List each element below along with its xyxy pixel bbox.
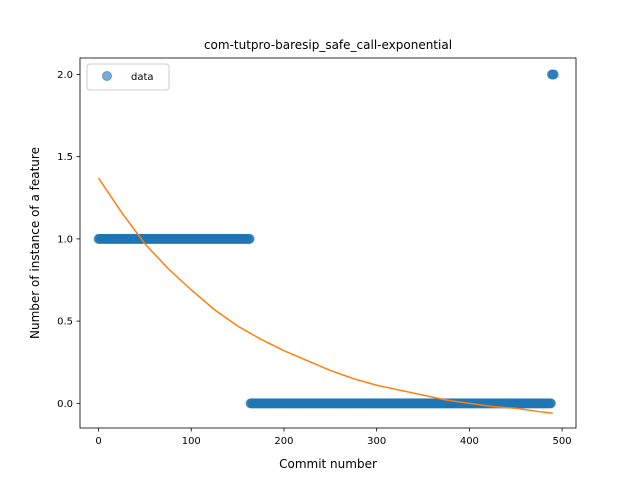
y-tick-label: 1.5 [57,152,73,163]
x-tick-label: 300 [367,436,386,447]
axes: 0 100 200 300 400 500 0.0 0.5 1.0 1.5 2.0 [57,57,577,447]
data-point [548,69,559,80]
chart-title: com-tutpro-baresip_safe_call-exponential [204,38,452,52]
y-tick-label: 0.0 [57,399,73,410]
y-tick-label: 2.0 [57,70,73,81]
axes-frame [79,57,577,429]
legend-box [86,63,170,91]
data-point [545,398,556,409]
plot-area [93,69,559,414]
y-tick-label: 0.5 [57,317,73,328]
x-tick-label: 100 [182,436,201,447]
x-tick-label: 0 [95,436,101,447]
legend-label-data: data [131,72,154,83]
y-tick-label: 1.0 [57,234,73,245]
fit-line [97,177,553,414]
x-axis-label: Commit number [279,457,377,471]
legend: data [86,63,170,91]
y-axis-label: Number of instance of a feature [28,147,42,339]
data-point [244,233,255,244]
x-tick-label: 400 [460,436,479,447]
x-tick-label: 200 [274,436,293,447]
x-tick-label: 500 [553,436,572,447]
legend-marker-data [102,71,112,81]
